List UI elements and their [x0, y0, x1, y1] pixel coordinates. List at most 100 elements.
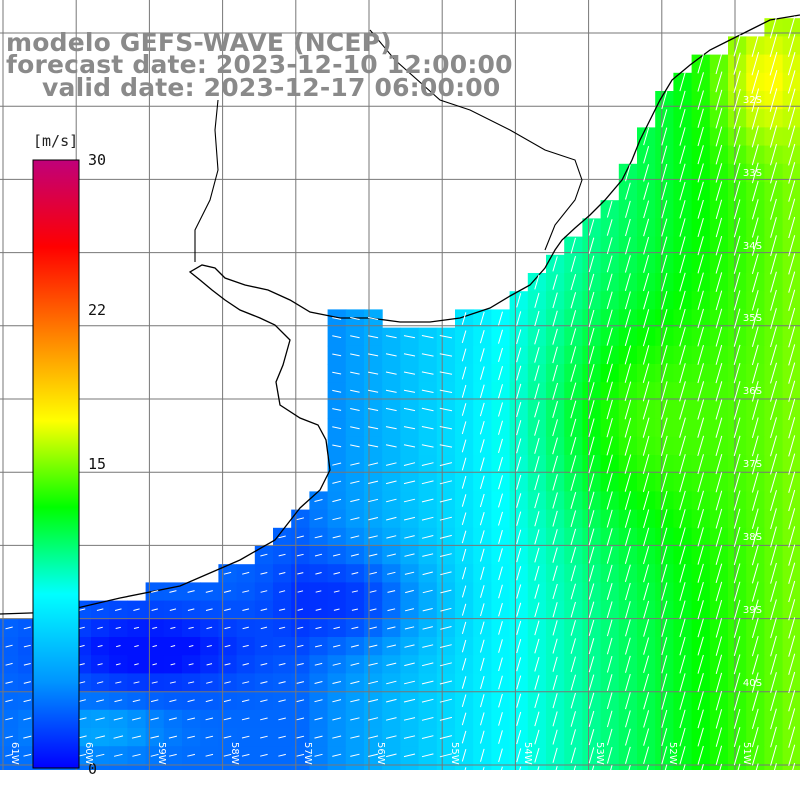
lon-label-61w: 61W: [9, 742, 20, 765]
wind-vector: [751, 453, 759, 475]
wind-vector: [588, 491, 595, 510]
lon-label-60w: 60W: [83, 742, 94, 765]
wind-vector: [421, 371, 434, 375]
wind-vector: [498, 347, 503, 362]
wind-vector: [278, 699, 286, 703]
wind-vector: [516, 566, 522, 581]
wind-vector: [170, 663, 176, 666]
wind-vector: [480, 548, 485, 562]
wind-vector: [770, 253, 777, 275]
wind-vector: [242, 663, 249, 666]
wind-vector: [570, 455, 577, 473]
wind-vector: [606, 564, 613, 582]
wind-vector: [751, 471, 759, 493]
wind-vector: [570, 492, 577, 509]
wind-vector: [697, 236, 704, 256]
lat-label-32s: 32S: [742, 95, 762, 106]
wind-vector: [697, 108, 704, 128]
wind-vector: [534, 511, 540, 527]
wind-vector: [461, 639, 467, 653]
wind-vector: [588, 729, 595, 746]
wind-vector: [242, 681, 250, 684]
wind-vector: [278, 790, 286, 794]
wind-vector: [552, 529, 558, 545]
wind-vector: [439, 480, 453, 485]
wind-vectors: [5, 16, 796, 800]
wind-vector: [661, 290, 668, 310]
wind-vector: [23, 772, 32, 775]
wind-vector: [351, 608, 359, 611]
wind-vector: [770, 344, 777, 366]
wind-vector: [788, 544, 796, 566]
wind-vector: [150, 790, 159, 794]
wind-vector: [314, 790, 323, 794]
wind-vector: [516, 766, 522, 781]
wind-vector: [516, 602, 522, 617]
wind-vector: [570, 237, 576, 254]
wind-vector: [479, 530, 485, 544]
colorbar-bar: [32, 159, 80, 769]
wind-vector: [751, 70, 760, 94]
wind-vector: [480, 603, 485, 617]
wind-vector: [606, 273, 613, 291]
wind-vector: [661, 618, 668, 637]
wind-vector: [751, 344, 759, 366]
wind-vector: [606, 381, 613, 401]
wind-vector: [770, 326, 777, 348]
wind-vector: [461, 421, 467, 435]
wind-speed-field: [0, 18, 800, 800]
wind-vector: [387, 590, 396, 593]
wind-vector: [788, 781, 796, 800]
wind-vector: [570, 528, 577, 546]
wind-vector: [606, 219, 613, 236]
wind-vector: [79, 644, 85, 648]
wind-vector: [368, 680, 379, 685]
wind-vector: [570, 310, 577, 327]
wind-vector: [422, 608, 433, 612]
wind-vector: [606, 491, 613, 510]
wind-vector: [351, 626, 359, 630]
wind-vector: [187, 772, 195, 775]
wind-vector: [715, 381, 723, 402]
wind-vector: [421, 771, 434, 776]
wind-vector: [588, 601, 595, 618]
lon-label-52w: 52W: [667, 742, 678, 765]
wind-vector: [439, 462, 453, 467]
lon-label-55w: 55W: [449, 742, 460, 765]
wind-vector: [552, 437, 558, 455]
wind-vector: [751, 362, 759, 384]
wind-vector: [534, 274, 540, 290]
wind-vector: [479, 402, 485, 417]
wind-vector: [403, 480, 416, 485]
wind-vector: [386, 516, 397, 521]
wind-vector: [242, 590, 250, 593]
wind-vector: [770, 672, 777, 693]
wind-vector: [552, 474, 558, 491]
wind-vector: [661, 163, 668, 182]
wind-vector: [479, 512, 485, 526]
wind-vector: [439, 407, 453, 412]
wind-vector: [606, 436, 613, 456]
wind-vector: [625, 673, 631, 692]
wind-vector: [315, 608, 322, 611]
wind-vector: [552, 492, 558, 509]
wind-vector: [297, 626, 304, 630]
wind-vector: [534, 292, 540, 308]
wind-vector: [439, 426, 453, 430]
wind-vector: [332, 444, 342, 448]
wind-vector: [369, 590, 377, 593]
wind-vector: [588, 255, 595, 273]
wind-vector: [534, 693, 540, 709]
wind-vector: [697, 53, 704, 74]
wind-vector: [588, 436, 595, 456]
wind-vector: [368, 426, 379, 430]
wind-vector: [333, 572, 341, 575]
wind-vector: [187, 753, 196, 757]
wind-vector: [97, 626, 103, 630]
wind-vector: [479, 348, 485, 362]
wind-vector: [133, 681, 140, 684]
wind-vector: [788, 289, 796, 311]
wind-vector: [386, 535, 397, 539]
wind-vector: [624, 436, 632, 456]
wind-vector: [241, 772, 250, 775]
